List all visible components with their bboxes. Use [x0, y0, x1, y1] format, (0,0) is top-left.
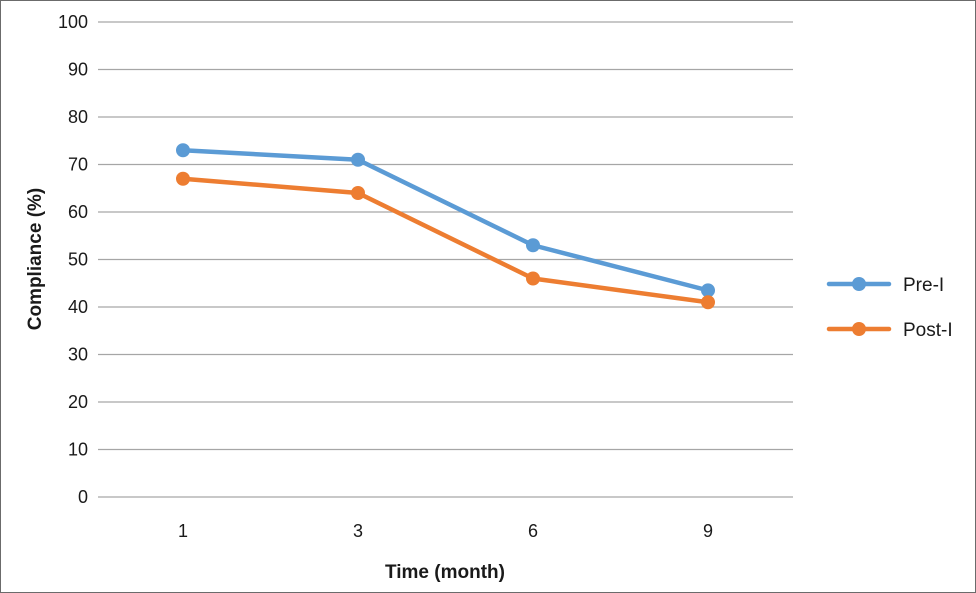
x-axis-title: Time (month): [385, 562, 505, 583]
data-point-pre-i-1: [176, 143, 190, 158]
legend-label-post-i: Post-I: [903, 320, 953, 341]
data-point-pre-i-9: [701, 283, 715, 298]
series-layer: [176, 143, 715, 310]
legend-marker-pre-i: [852, 277, 866, 291]
x-axis-ticks: 1 3 6 9: [178, 521, 713, 541]
legend-marker-post-i: [852, 322, 866, 336]
y-tick-label-0: 0: [78, 487, 88, 507]
data-point-pre-i-3: [351, 152, 365, 167]
y-tick-label-50: 50: [68, 250, 88, 270]
data-point-post-i-6: [526, 271, 540, 286]
series-line-pre-i: [180, 148, 711, 293]
data-point-pre-i-6: [526, 238, 540, 253]
data-point-post-i-1: [176, 171, 190, 186]
x-tick-label-1: 1: [178, 521, 188, 541]
y-tick-label-100: 100: [58, 12, 88, 32]
y-tick-label-30: 30: [68, 345, 88, 365]
legend: Pre-I Post-I: [826, 275, 953, 341]
y-tick-label-10: 10: [68, 440, 88, 460]
y-axis-ticks: 0 10 20 30 40 50 60 70 80 90 100: [58, 12, 88, 507]
data-point-post-i-9: [701, 295, 715, 310]
y-tick-label-20: 20: [68, 392, 88, 412]
x-tick-label-9: 9: [703, 521, 713, 541]
x-tick-label-6: 6: [528, 521, 538, 541]
gridlines: [98, 21, 793, 498]
y-tick-label-90: 90: [68, 60, 88, 80]
y-axis-title: Compliance (%): [25, 188, 46, 331]
x-tick-label-3: 3: [353, 521, 363, 541]
y-tick-label-60: 60: [68, 202, 88, 222]
data-point-post-i-3: [351, 186, 365, 200]
y-tick-label-70: 70: [68, 155, 88, 175]
series-line-post-i: [180, 176, 711, 305]
y-tick-label-40: 40: [68, 297, 88, 317]
y-tick-label-80: 80: [68, 107, 88, 127]
legend-label-pre-i: Pre-I: [903, 275, 944, 296]
